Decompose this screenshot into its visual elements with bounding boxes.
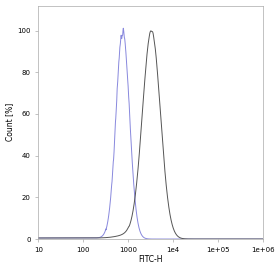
Y-axis label: Count [%]: Count [%] (6, 103, 15, 141)
X-axis label: FITC-H: FITC-H (138, 255, 163, 264)
